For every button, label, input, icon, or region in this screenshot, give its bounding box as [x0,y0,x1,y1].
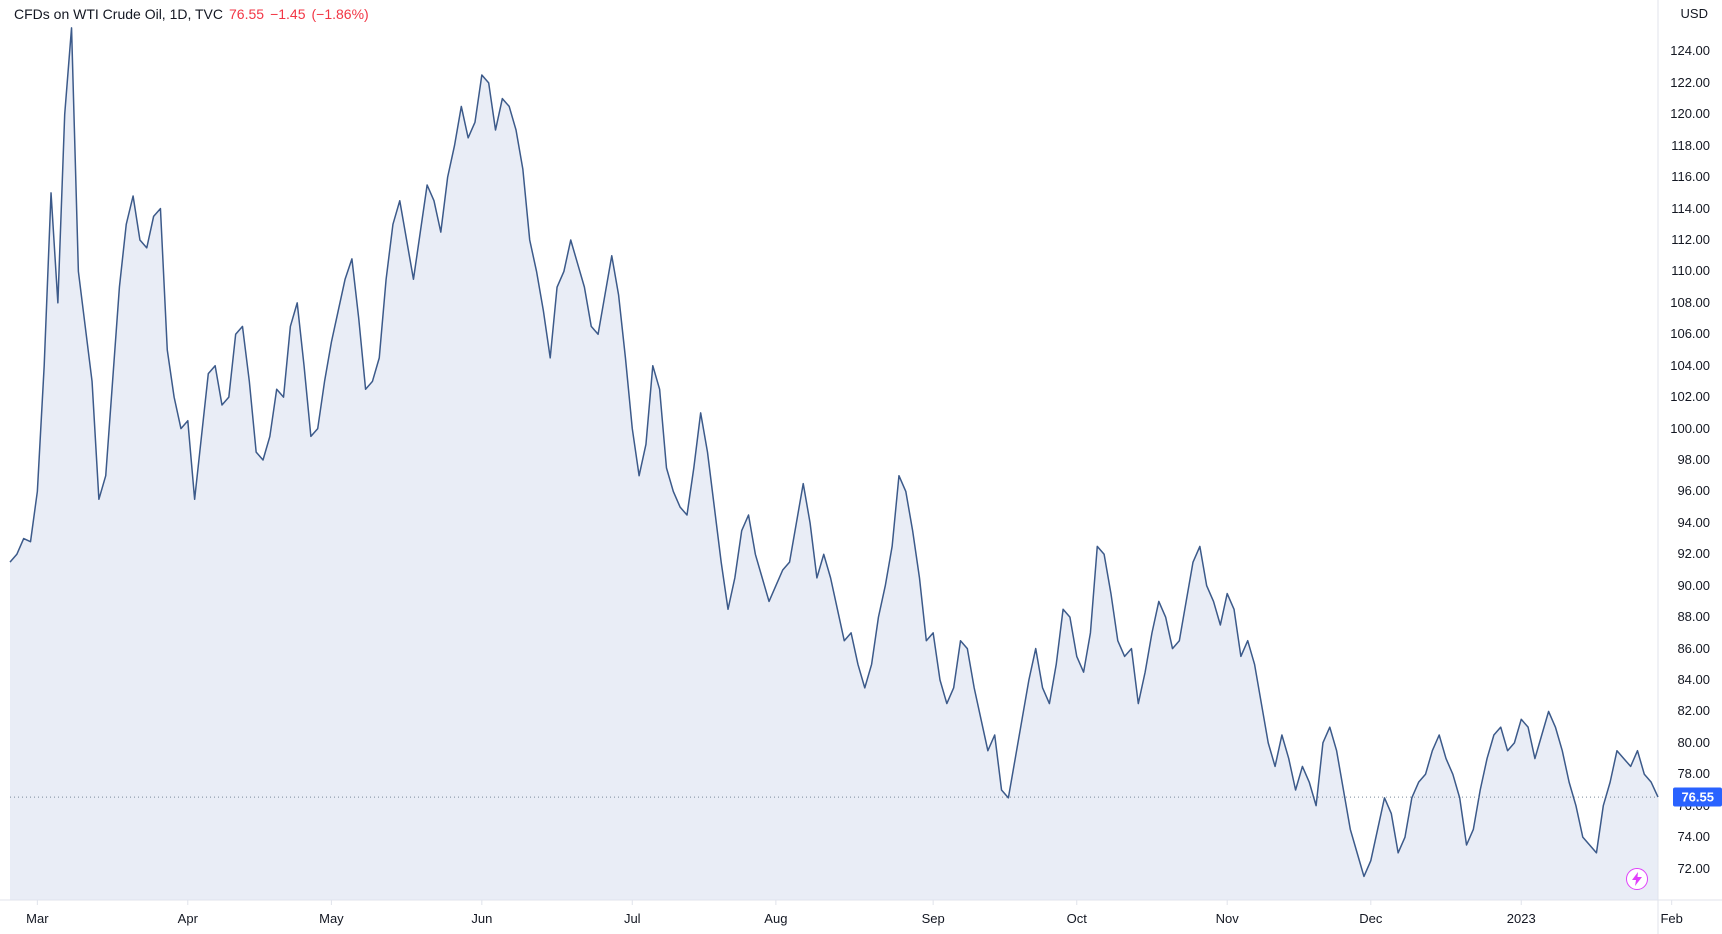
x-tick-label: Feb [1660,911,1682,926]
y-tick-label: 106.00 [1670,326,1710,341]
current-price-flag: 76.55 [1673,788,1722,807]
y-tick-label: 120.00 [1670,106,1710,121]
x-tick-label: Oct [1067,911,1087,926]
x-tick-label: Aug [764,911,787,926]
x-tick-label: 2023 [1507,911,1536,926]
area-fill [10,28,1658,900]
y-tick-label: 74.00 [1677,829,1710,844]
y-tick-label: 92.00 [1677,546,1710,561]
y-tick-label: 104.00 [1670,358,1710,373]
price-chart[interactable]: CFDs on WTI Crude Oil, 1D, TVC 76.55 −1.… [0,0,1722,934]
y-tick-label: 96.00 [1677,483,1710,498]
x-tick-label: Jun [471,911,492,926]
x-tick-label: May [319,911,344,926]
y-tick-label: 94.00 [1677,515,1710,530]
y-tick-label: 78.00 [1677,766,1710,781]
y-tick-label: 116.00 [1671,169,1710,184]
y-tick-label: 110.00 [1671,263,1710,278]
y-tick-label: 82.00 [1677,703,1710,718]
y-tick-label: 84.00 [1677,672,1710,687]
y-tick-label: 90.00 [1677,578,1710,593]
y-tick-label: 122.00 [1670,75,1710,90]
lightning-icon[interactable] [1626,868,1648,890]
x-tick-label: Sep [922,911,945,926]
x-tick-label: Mar [26,911,48,926]
y-tick-label: 100.00 [1670,421,1710,436]
y-tick-label: 86.00 [1677,641,1710,656]
y-tick-label: 72.00 [1677,861,1710,876]
y-tick-label: 114.00 [1671,201,1710,216]
y-tick-label: 98.00 [1677,452,1710,467]
y-tick-label: 80.00 [1677,735,1710,750]
y-tick-label: 108.00 [1670,295,1710,310]
y-tick-label: 124.00 [1670,43,1710,58]
y-tick-label: 88.00 [1677,609,1710,624]
chart-canvas[interactable] [0,0,1722,934]
y-tick-label: 112.00 [1671,232,1710,247]
x-tick-label: Dec [1359,911,1382,926]
y-tick-label: 118.00 [1671,138,1710,153]
x-tick-label: Apr [178,911,198,926]
x-tick-label: Jul [624,911,641,926]
x-tick-label: Nov [1216,911,1239,926]
y-tick-label: 102.00 [1670,389,1710,404]
